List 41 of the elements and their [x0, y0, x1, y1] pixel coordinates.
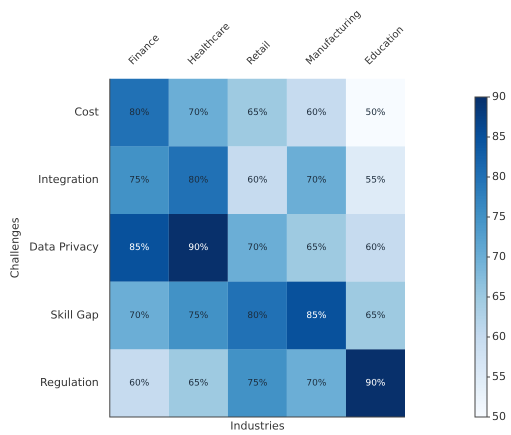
y-tick-label: Skill Gap [50, 308, 99, 322]
data-label: 90% [365, 378, 386, 389]
data-label: 70% [306, 176, 327, 186]
y-tick-label: Regulation [40, 376, 99, 390]
color-bar-label: 80 [492, 170, 506, 183]
data-label: 85% [129, 243, 150, 254]
color-bar-label: 85 [492, 130, 506, 143]
data-label: 70% [306, 378, 327, 389]
data-label: 75% [129, 176, 150, 186]
y-tick-label: Cost [74, 105, 100, 118]
data-label: 50% [365, 108, 386, 118]
color-bar-label: 65 [492, 290, 506, 303]
data-label: 60% [306, 108, 327, 118]
data-label: 80% [247, 310, 268, 321]
data-label: 80% [129, 108, 150, 118]
data-label: 70% [188, 108, 209, 118]
x-axis-title: Industries [230, 419, 285, 432]
data-label: 70% [129, 310, 150, 321]
data-label: 65% [247, 108, 268, 118]
data-label: 60% [247, 176, 268, 186]
data-label: 60% [365, 243, 386, 254]
color-bar-label: 90 [492, 90, 506, 103]
data-label: 65% [306, 243, 327, 254]
data-label: 90% [188, 243, 209, 254]
data-label: 65% [365, 310, 386, 321]
data-label: 75% [188, 310, 209, 321]
data-label: 75% [247, 378, 268, 389]
y-axis-title: Challenges [8, 217, 22, 278]
data-label: 85% [306, 310, 327, 321]
color-bar-label: 55 [492, 370, 506, 383]
data-label: 60% [129, 378, 150, 389]
y-tick-label: Integration [38, 173, 99, 186]
color-bar-label: 75 [492, 210, 506, 223]
data-label: 80% [188, 176, 209, 186]
color-bar-label: 70 [492, 250, 506, 263]
color-bar-label: 60 [492, 330, 506, 343]
y-tick-label: Data Privacy [29, 240, 100, 254]
data-label: 65% [188, 378, 209, 389]
color-bar-label: 50 [492, 410, 506, 423]
data-label: 55% [365, 176, 386, 186]
data-label: 70% [247, 243, 268, 254]
